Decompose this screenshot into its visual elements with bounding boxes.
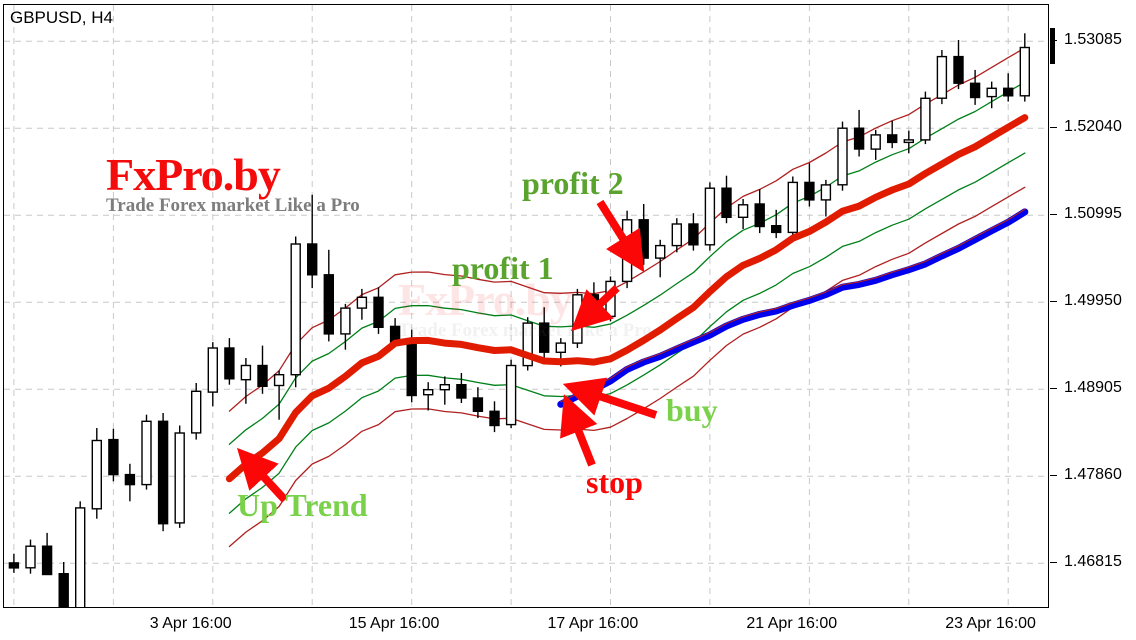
x-tick-label: 17 Apr 16:00 (547, 615, 639, 632)
candle-bearish (257, 364, 268, 387)
candle-bullish (423, 389, 434, 396)
page-title: GBPUSD, H4 (10, 8, 113, 27)
candle-bearish (456, 384, 467, 399)
y-tick-label: 1.49950 (1064, 292, 1122, 310)
band-upper-line (228, 81, 1026, 445)
candle-bearish (58, 573, 69, 607)
candle-bullish (605, 280, 616, 318)
candle-bearish (323, 274, 334, 335)
candle-bullish (141, 420, 152, 486)
candle-bullish (837, 127, 848, 186)
candle-bearish (472, 397, 484, 413)
candle-bullish (273, 374, 285, 387)
plot-area[interactable] (3, 4, 1049, 608)
candle-bearish (41, 545, 53, 576)
candle-bullish (207, 347, 219, 393)
candle-bearish (373, 296, 384, 328)
candle-bullish (936, 55, 948, 99)
candle-bearish (721, 187, 732, 218)
x-axis[interactable]: 3 Apr 16:00 15 Apr 16:00 17 Apr 16:00 21 Ap… (0, 609, 1136, 640)
candle-bullish (787, 181, 798, 234)
candle-bullish (340, 307, 351, 335)
y-axis[interactable]: 1.53085 1.52040 1.50995 1.49950 1.48905 1.478… (1050, 0, 1136, 640)
candle-bullish (572, 294, 583, 344)
candle-bullish (1019, 46, 1030, 97)
candle-bullish (671, 223, 682, 247)
candle-bullish (290, 243, 301, 376)
candle-bearish (887, 134, 898, 144)
candle-bullish (704, 187, 716, 246)
candle-bullish (903, 139, 914, 144)
x-tick-label: 15 Apr 16:00 (348, 615, 440, 632)
candle-bullish (737, 204, 749, 219)
candle-bullish (870, 134, 881, 150)
y-tick-label: 1.50995 (1064, 205, 1122, 223)
chart-canvas (4, 5, 1048, 607)
candle-bearish (124, 473, 136, 486)
candle-bearish (588, 294, 600, 318)
candle-bearish (307, 243, 318, 276)
candle-bullish (555, 342, 566, 354)
y-tick-mark (1050, 127, 1057, 129)
candle-bullish (91, 439, 103, 510)
y-tick-mark (1050, 388, 1057, 390)
candle-bullish (190, 390, 202, 434)
candle-bearish (157, 420, 169, 525)
candle-bearish (953, 55, 964, 84)
candle-bearish (969, 82, 981, 99)
ma-fast-line (225, 114, 1029, 483)
candle-bearish (539, 322, 550, 353)
candle-bullish (986, 87, 997, 98)
candle-bullish (505, 364, 517, 426)
candle-bearish (853, 127, 865, 150)
candle-bearish (754, 203, 765, 228)
grid-lines (4, 5, 1048, 607)
candle-bullish (439, 384, 450, 391)
candle-bullish (820, 184, 832, 201)
band-lower-line (228, 152, 1026, 514)
y-tick-mark (1050, 475, 1057, 477)
candle-bearish (108, 438, 119, 476)
candle-bearish (8, 562, 20, 569)
candle-bearish (489, 410, 500, 427)
candle-bearish (224, 347, 235, 380)
annotation-stop: stop (586, 464, 643, 500)
y-tick-mark (1050, 214, 1057, 216)
candle-bearish (406, 341, 417, 397)
candle-bullish (74, 507, 86, 607)
y-tick-label: 1.53085 (1064, 31, 1122, 49)
candlestick-series (8, 33, 1030, 607)
annotation-buy: buy (666, 392, 718, 428)
candle-bullish (25, 545, 36, 569)
y-tick-label: 1.48905 (1064, 379, 1122, 397)
y-tick-mark (1050, 301, 1057, 303)
annotation-profit-2: profit 2 (522, 165, 624, 201)
candle-bullish (240, 364, 252, 381)
candle-bullish (356, 296, 368, 309)
y-tick-mark (1050, 562, 1057, 564)
annotation-up-trend: Up Trend (237, 487, 368, 523)
candle-bearish (688, 223, 699, 246)
y-tick-label: 1.46815 (1064, 553, 1122, 571)
current-price-marker (1050, 28, 1055, 65)
candle-bullish (621, 219, 633, 283)
y-tick-mark (1050, 40, 1057, 42)
y-tick-label: 1.52040 (1064, 118, 1122, 136)
candle-bearish (638, 219, 649, 259)
x-tick-label: 21 Apr 16:00 (746, 615, 838, 632)
candle-bullish (174, 432, 185, 524)
candle-bullish (522, 322, 533, 367)
y-tick-label: 1.47860 (1064, 466, 1122, 484)
ma-slow-line (557, 208, 1029, 408)
candle-bearish (1003, 87, 1014, 97)
annotation-profit-1: profit 1 (452, 250, 554, 286)
candle-bearish (804, 181, 815, 201)
candle-bullish (655, 244, 666, 259)
x-tick-label: 3 Apr 16:00 (149, 615, 232, 632)
candle-bearish (771, 224, 782, 234)
ma-slow-overlay (560, 208, 1026, 403)
x-tick-label: 23 Apr 16:00 (945, 615, 1036, 632)
candle-bullish (920, 97, 931, 141)
